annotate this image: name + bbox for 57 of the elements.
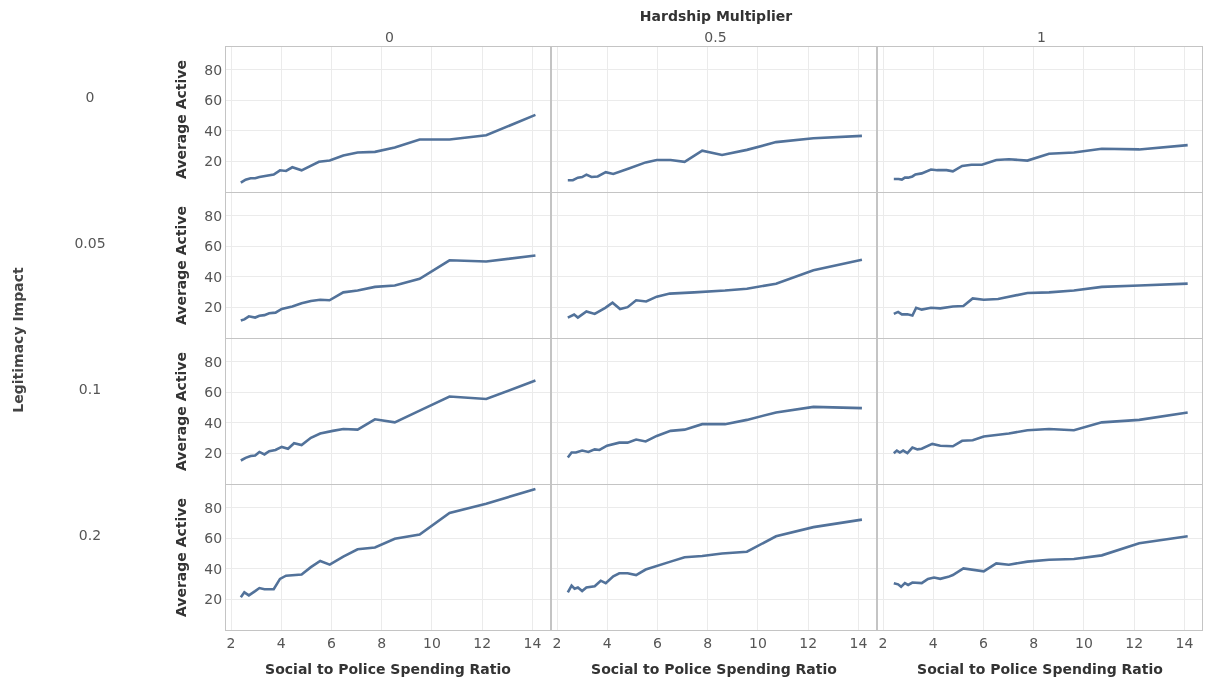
y-axis-title: Average Active (172, 60, 189, 179)
y-tick-label: 40 (204, 268, 223, 285)
y-tick-label: 80 (204, 61, 223, 78)
x-tick-label: 2 (226, 634, 236, 651)
x-tick-label: 12 (473, 634, 492, 651)
text: 1 (1037, 29, 1046, 45)
x-tick-label: 14 (1175, 634, 1194, 651)
y-tick-label: 40 (204, 122, 223, 139)
x-axis-title: Social to Police Spending Ratio (917, 661, 1164, 678)
text: Hardship Multiplier (639, 8, 793, 24)
line-series (239, 487, 537, 599)
x-tick-label: 10 (423, 634, 441, 651)
x-tick-label: 10 (749, 634, 767, 651)
text: 0.1 (78, 381, 102, 397)
x-tick-label: 14 (849, 634, 868, 651)
text: Legitimacy Impact (10, 267, 26, 413)
x-tick-label: 2 (552, 634, 562, 651)
x-tick-label: 6 (327, 634, 337, 651)
y-tick-label: 40 (204, 414, 223, 431)
y-tick-label: 80 (204, 353, 223, 370)
x-tick-label: 6 (653, 634, 663, 651)
text: 0.5 (704, 29, 727, 45)
x-tick-label: 12 (799, 634, 818, 651)
x-tick-label: 4 (928, 634, 938, 651)
x-axis-title: Social to Police Spending Ratio (265, 661, 512, 678)
y-tick-label: 60 (204, 384, 223, 401)
x-axis-title: Social to Police Spending Ratio (591, 661, 838, 678)
y-axis-title: Average Active (172, 206, 189, 325)
x-tick-label: 8 (703, 634, 713, 651)
y-axis-title: Average Active (172, 498, 189, 617)
y-tick-label: 80 (204, 499, 223, 516)
text: 0 (385, 29, 394, 45)
y-tick-label: 20 (204, 299, 223, 316)
y-tick-label: 20 (204, 445, 223, 462)
y-axis-title: Average Active (172, 352, 189, 471)
line-series (239, 379, 537, 462)
y-tick-label: 80 (204, 207, 223, 224)
text: 0.2 (78, 527, 102, 543)
x-tick-label: 12 (1125, 634, 1144, 651)
line-series (239, 113, 537, 184)
x-tick-label: 2 (878, 634, 888, 651)
x-tick-label: 10 (1075, 634, 1093, 651)
text: 0 (85, 89, 95, 105)
x-tick-label: 8 (377, 634, 387, 651)
text: 0.05 (74, 235, 106, 251)
y-tick-label: 60 (204, 530, 223, 547)
x-tick-label: 6 (979, 634, 989, 651)
y-tick-label: 40 (204, 560, 223, 577)
y-tick-label: 60 (204, 92, 223, 109)
x-tick-label: 14 (523, 634, 542, 651)
x-tick-label: 8 (1029, 634, 1039, 651)
y-tick-label: 60 (204, 238, 223, 255)
line-series (239, 254, 537, 322)
y-tick-label: 20 (204, 591, 223, 608)
x-tick-label: 4 (276, 634, 286, 651)
x-tick-label: 4 (602, 634, 612, 651)
y-tick-label: 20 (204, 153, 223, 170)
